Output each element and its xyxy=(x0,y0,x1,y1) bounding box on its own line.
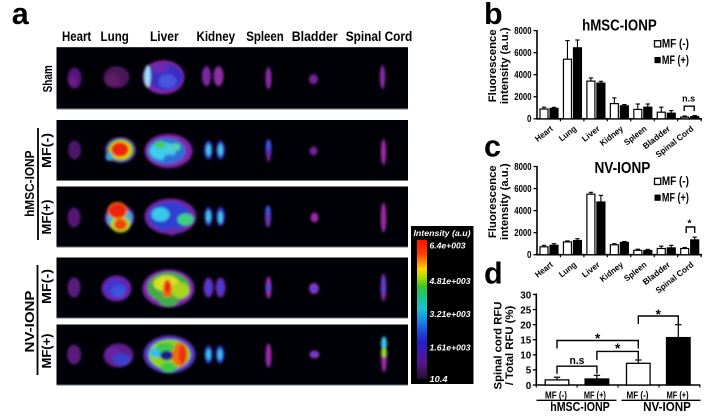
svg-text:b: b xyxy=(484,0,503,31)
svg-text:Spinal Cord: Spinal Cord xyxy=(346,29,413,44)
svg-text:Heart: Heart xyxy=(62,29,92,44)
svg-text:MF(+): MF(+) xyxy=(39,200,54,235)
svg-text:8000: 8000 xyxy=(514,162,532,173)
svg-text:*: * xyxy=(615,341,621,356)
svg-text:c: c xyxy=(484,130,501,164)
svg-text:intensity (a.u.): intensity (a.u.) xyxy=(499,163,511,240)
svg-text:*: * xyxy=(595,331,601,346)
svg-text:Intensity (a.u): Intensity (a.u) xyxy=(414,228,471,238)
svg-text:Fluorescence: Fluorescence xyxy=(487,165,499,238)
svg-text:4.81e+003: 4.81e+003 xyxy=(428,276,470,286)
svg-text:Spleen: Spleen xyxy=(246,29,284,44)
svg-text:6000: 6000 xyxy=(514,48,532,59)
svg-text:MF (+): MF (+) xyxy=(662,191,689,205)
svg-text:MF (-): MF (-) xyxy=(545,390,567,401)
svg-text:MF (+): MF (+) xyxy=(667,390,689,401)
svg-text:Lung: Lung xyxy=(101,29,129,44)
svg-text:MF (-): MF (-) xyxy=(627,390,649,401)
svg-text:0: 0 xyxy=(527,250,532,261)
svg-text:2000: 2000 xyxy=(514,92,532,103)
svg-text:d: d xyxy=(484,256,503,290)
svg-text:a: a xyxy=(12,0,30,31)
svg-text:15: 15 xyxy=(520,335,531,347)
svg-text:hMSC-IONP: hMSC-IONP xyxy=(22,150,37,217)
svg-text:NV-IONP: NV-IONP xyxy=(643,400,691,412)
svg-text:n.s: n.s xyxy=(682,93,695,104)
svg-text:intensity (a.u.): intensity (a.u.) xyxy=(499,27,511,104)
svg-text:*: * xyxy=(688,219,692,230)
svg-text:Bladder: Bladder xyxy=(292,29,339,44)
svg-text:n.s: n.s xyxy=(569,355,584,367)
svg-text:NV-IONP: NV-IONP xyxy=(594,160,650,177)
svg-text:MF (+): MF (+) xyxy=(662,53,689,67)
svg-text:Sham: Sham xyxy=(41,65,55,92)
svg-text:3.21e+003: 3.21e+003 xyxy=(430,309,471,319)
svg-text:30: 30 xyxy=(520,289,531,301)
svg-text:MF (-): MF (-) xyxy=(662,174,689,188)
svg-text:MF(+): MF(+) xyxy=(39,334,54,369)
svg-text:Fluorescence: Fluorescence xyxy=(487,29,499,102)
svg-text:0: 0 xyxy=(526,380,532,392)
svg-text:8000: 8000 xyxy=(514,26,532,37)
svg-text:4000: 4000 xyxy=(514,70,532,81)
svg-text:hMSC-IONP: hMSC-IONP xyxy=(550,400,610,412)
svg-text:Spinal cord RFU: Spinal cord RFU xyxy=(493,302,505,390)
svg-text:0: 0 xyxy=(527,114,532,125)
svg-text:1.61e+003: 1.61e+003 xyxy=(430,342,471,352)
svg-text:4000: 4000 xyxy=(514,206,532,217)
svg-text:MF (-): MF (-) xyxy=(662,37,689,51)
svg-text:25: 25 xyxy=(520,304,531,316)
svg-text:2000: 2000 xyxy=(514,228,532,239)
svg-text:10: 10 xyxy=(520,350,531,362)
svg-text:MF (+): MF (+) xyxy=(584,390,606,401)
svg-text:10.4: 10.4 xyxy=(430,374,448,384)
svg-text:/ Total RFU (%): / Total RFU (%) xyxy=(504,306,516,386)
svg-text:*: * xyxy=(656,307,662,322)
svg-text:6000: 6000 xyxy=(514,184,532,195)
svg-text:MF(-): MF(-) xyxy=(39,269,54,304)
svg-text:5: 5 xyxy=(526,365,532,377)
svg-text:MF(-): MF(-) xyxy=(39,133,54,168)
svg-text:20: 20 xyxy=(520,319,531,331)
svg-text:NV-IONP: NV-IONP xyxy=(22,290,37,352)
svg-text:Kidney: Kidney xyxy=(196,29,235,44)
svg-text:Liver: Liver xyxy=(150,29,179,44)
svg-text:hMSC-IONP: hMSC-IONP xyxy=(582,18,657,35)
svg-text:6.4e+003: 6.4e+003 xyxy=(430,240,466,250)
